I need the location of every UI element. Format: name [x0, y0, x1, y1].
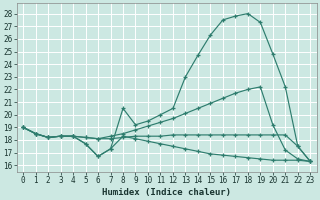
X-axis label: Humidex (Indice chaleur): Humidex (Indice chaleur): [102, 188, 231, 197]
